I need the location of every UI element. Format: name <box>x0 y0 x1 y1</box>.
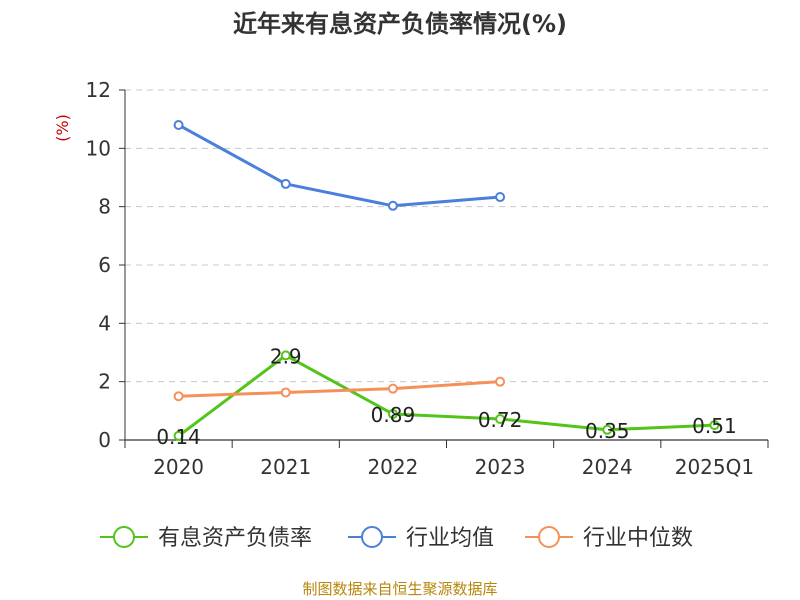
data-point <box>387 200 398 211</box>
y-tick-label: 12 <box>86 78 111 102</box>
data-label: 2.9 <box>270 344 302 368</box>
y-tick-label: 0 <box>98 428 111 452</box>
axes: 0 2 4 6 8 10 12 2020 2021 2022 2023 2024 2025Q1 <box>86 78 769 479</box>
legend-label-2: 行业中位数 <box>583 526 693 551</box>
data-point <box>602 424 613 435</box>
data-point <box>280 178 291 189</box>
data-label: 0.72 <box>478 408 523 432</box>
y-tick-label: 6 <box>98 253 111 277</box>
data-point <box>495 192 506 203</box>
y-tick-label: 10 <box>86 136 111 160</box>
legend: 有息资产负债率 行业均值 行业中位数 <box>100 526 693 551</box>
data-point <box>173 120 184 130</box>
legend-marker-2 <box>538 526 560 548</box>
series-line-2 <box>178 380 501 398</box>
data-point <box>495 376 506 387</box>
x-tick-label: 2021 <box>260 455 311 479</box>
grid-lines <box>125 89 768 383</box>
data-label: 0.89 <box>371 403 416 427</box>
data-point <box>495 414 506 424</box>
data-label: 0.35 <box>585 419 630 443</box>
data-point <box>387 409 398 420</box>
x-tick-label: 2025Q1 <box>675 455 754 479</box>
series-layer <box>173 120 720 441</box>
source-note: 制图数据来自恒生聚源数据库 <box>302 580 498 598</box>
series-line-1 <box>177 123 501 208</box>
x-tick-label: 2024 <box>582 455 633 479</box>
data-point <box>709 420 720 431</box>
data-label: 0.14 <box>156 425 201 449</box>
y-axis-unit-label: (%) <box>53 114 72 142</box>
y-tick-label: 2 <box>98 370 111 394</box>
legend-marker-0 <box>113 526 135 548</box>
legend-marker-1 <box>361 526 383 548</box>
data-point <box>280 350 291 361</box>
chart-title: 近年来有息资产负债率情况(%) <box>233 10 567 38</box>
y-tick-label: 4 <box>98 311 111 335</box>
data-label: 0.51 <box>692 414 737 438</box>
series-line-0 <box>177 353 715 438</box>
x-tick-label: 2022 <box>367 455 418 479</box>
data-point <box>280 387 291 398</box>
data-point <box>173 391 184 402</box>
legend-label-0: 有息资产负债率 <box>158 526 312 551</box>
legend-label-1: 行业均值 <box>406 526 494 551</box>
data-labels: 0.14 2.9 0.89 0.72 0.35 0.51 <box>156 344 736 449</box>
data-point <box>173 430 184 441</box>
x-tick-label: 2023 <box>475 455 526 479</box>
data-point <box>387 383 398 394</box>
x-tick-label: 2020 <box>153 455 204 479</box>
y-tick-label: 8 <box>98 195 111 219</box>
